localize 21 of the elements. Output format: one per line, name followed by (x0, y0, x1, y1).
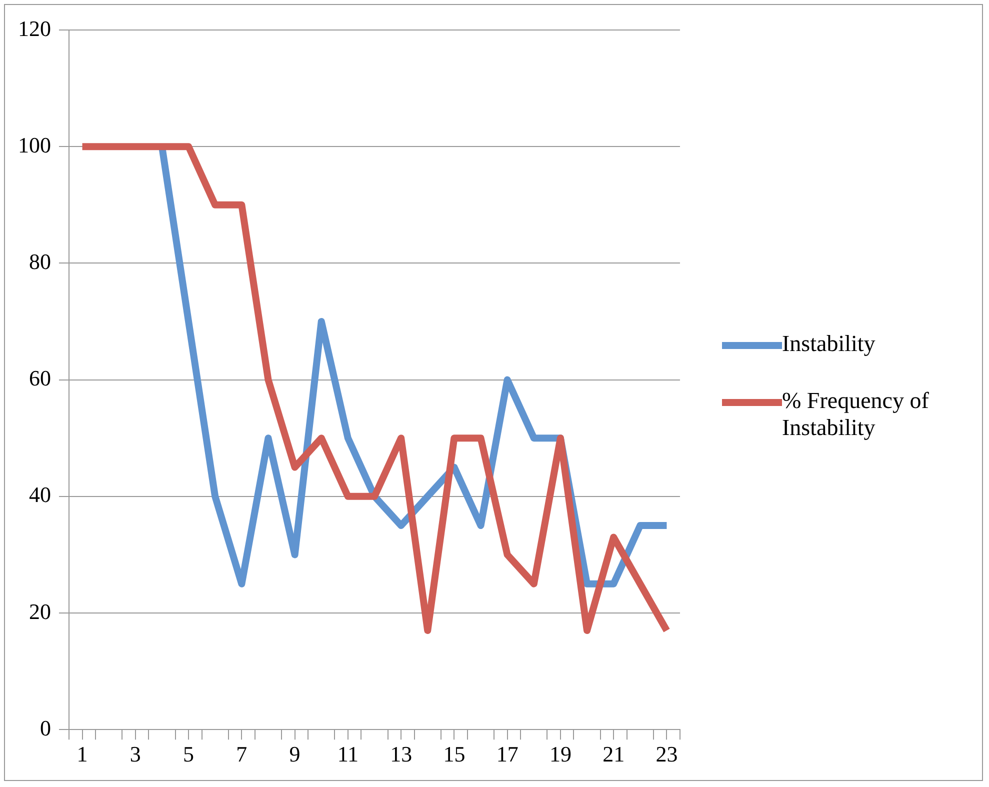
x-tick-label: 1 (76, 742, 88, 767)
x-tick-label: 15 (443, 742, 466, 767)
x-tick-label: 5 (183, 742, 194, 767)
legend-label: % Frequency of Instability (782, 387, 930, 441)
x-tick-label: 11 (337, 742, 359, 767)
y-tick-label: 40 (29, 482, 51, 508)
x-tick-label: 19 (549, 742, 572, 767)
x-tick-label: 17 (496, 742, 518, 767)
y-tick-label: 100 (18, 132, 51, 158)
x-tick-label: 3 (130, 742, 141, 767)
x-tick-label: 9 (289, 742, 300, 767)
y-tick-label: 60 (29, 366, 51, 391)
x-tick-label: 23 (656, 742, 678, 767)
y-tick-label: 20 (29, 598, 51, 624)
x-tick-label: 7 (236, 742, 248, 767)
x-tick-label: 21 (602, 742, 625, 767)
y-tick-label: 0 (40, 715, 51, 740)
y-tick-label: 120 (18, 16, 51, 41)
legend-label: Instability (782, 330, 876, 357)
y-tick-label: 80 (29, 248, 51, 274)
x-tick-label: 13 (390, 742, 412, 767)
